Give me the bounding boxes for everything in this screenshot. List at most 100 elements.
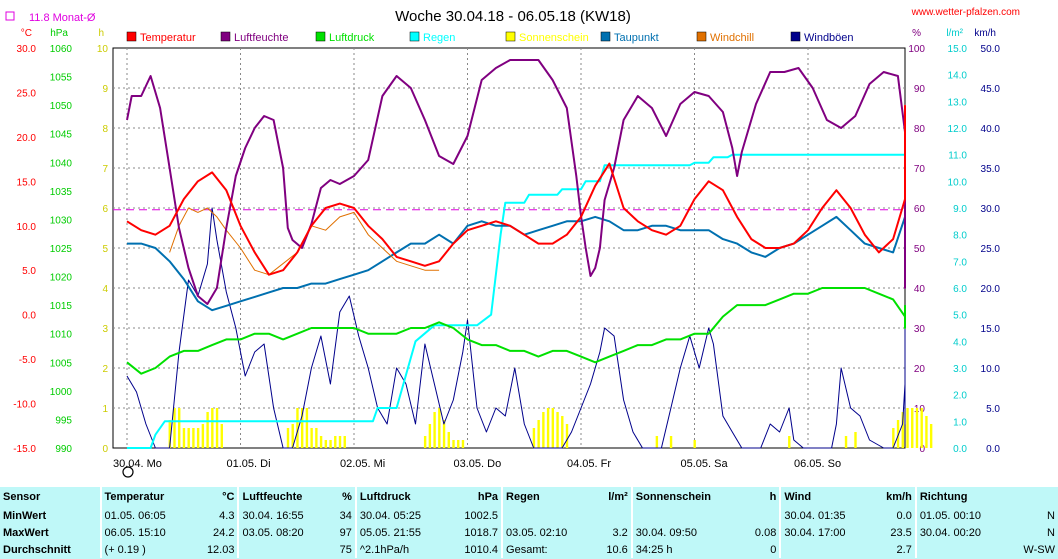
sunshine-tick-label: 2 — [102, 364, 108, 375]
stats-cell-value: 0.08 — [754, 526, 777, 539]
temperature-tick-label: 5.0 — [22, 266, 36, 277]
rain-unit-label: l/m² — [946, 28, 963, 39]
rain-tick-label: 14.0 — [948, 71, 968, 82]
stats-cell-value: 10.6 — [606, 543, 628, 556]
sunshine-bar — [187, 428, 190, 448]
series-line-windböen — [126, 207, 906, 449]
stats-cell-value: N — [1047, 509, 1055, 522]
stats-column-header: Wind — [779, 487, 872, 507]
axis-ticks: 30.025.020.015.010.05.00.0-5.0-10.0-15.0… — [13, 44, 1000, 455]
stats-cell-time — [779, 541, 872, 558]
pressure-tick-label: 995 — [55, 415, 72, 426]
wind-tick-label: 25.0 — [981, 244, 1001, 255]
sunshine-tick-label: 10 — [97, 44, 109, 55]
stats-row-min: MinWert 01.05. 06:05 4.3 30.04. 16:55 34 30.0… — [0, 507, 1058, 524]
stats-column-header: Richtung — [914, 487, 1008, 507]
sunshine-bar — [915, 408, 919, 448]
stats-cell-value: 1002.5 — [464, 509, 499, 522]
stats-row-max: MaxWert 06.05. 15:10 24.2 03.05. 08:20 97 05.… — [0, 524, 1058, 541]
sunshine-tick-label: 1 — [102, 404, 108, 415]
humidity-tick-label: 50 — [914, 244, 926, 255]
stats-cell-time — [914, 541, 1008, 558]
legend-swatch — [696, 31, 707, 42]
stats-column-unit: km/h — [886, 491, 912, 503]
humidity-tick-label: 60 — [914, 204, 926, 215]
stats-column-unit — [1007, 487, 1058, 507]
sunshine-bar — [291, 424, 294, 448]
humidity-unit-label: % — [912, 28, 921, 39]
stats-cell-time: 06.05. 15:10 — [99, 524, 193, 541]
rain-tick-label: 2.0 — [953, 391, 967, 402]
rain-tick-label: 11.0 — [948, 151, 967, 162]
stats-cell-value — [594, 507, 632, 524]
stats-cell-value: 23.5 — [890, 526, 912, 539]
legend-swatch — [505, 31, 516, 42]
legend-swatch — [126, 31, 137, 42]
stats-row-label: MaxWert — [3, 526, 49, 539]
rain-tick-label: 10.0 — [948, 177, 968, 188]
website-link[interactable]: www.wetter-pfalzen.com — [911, 7, 1020, 18]
sunshine-bar — [556, 412, 559, 448]
sunshine-unit-label: h — [98, 28, 104, 39]
sunshine-tick-label: 3 — [102, 324, 108, 335]
time-marker-circle — [122, 466, 134, 478]
stats-row-average: Durchschnitt (+ 0.19 ) 12.03 75 ^2.1hPa/h 101… — [0, 541, 1058, 558]
legend-label: Luftdruck — [329, 32, 375, 44]
humidity-tick-label: 80 — [914, 124, 926, 135]
legend-swatch — [409, 31, 420, 42]
sunshine-bar — [211, 408, 214, 448]
sunshine-bar — [906, 408, 909, 448]
sunshine-bar — [901, 412, 904, 448]
sunshine-bar — [173, 408, 176, 448]
sunshine-bar — [920, 408, 923, 448]
temperature-tick-label: 0.0 — [22, 311, 36, 322]
sunshine-bar — [693, 440, 696, 448]
stats-cell-time: 30.04. 00:20 — [914, 524, 1008, 541]
pressure-tick-label: 1045 — [50, 130, 73, 141]
sunshine-bar — [457, 440, 460, 448]
rain-tick-label: 0.0 — [953, 444, 967, 455]
sunshine-bar — [565, 424, 569, 448]
stats-cell-value: 2.7 — [896, 543, 912, 556]
sunshine-bar — [423, 436, 427, 448]
monthly-avg-label: 11.8 Monat-Ø — [29, 12, 96, 24]
sunshine-bar — [192, 428, 195, 448]
wind-tick-label: 20.0 — [981, 284, 1001, 295]
wind-tick-label: 30.0 — [981, 204, 1001, 215]
stats-column-unit: °C — [222, 491, 235, 503]
sunshine-bar — [854, 432, 857, 448]
legend-label: Luftfeuchte — [234, 32, 288, 44]
wind-unit-label: km/h — [974, 28, 996, 39]
temperature-tick-label: 15.0 — [17, 177, 37, 188]
x-day-label: 06.05. So — [794, 458, 841, 470]
stats-cell-value: 1010.4 — [464, 543, 499, 556]
legend-swatch — [220, 31, 231, 42]
sunshine-bar — [844, 436, 848, 448]
stats-cell-value — [742, 507, 780, 524]
sunshine-bar — [196, 428, 200, 448]
sunshine-bar — [168, 420, 171, 448]
rain-tick-label: 6.0 — [953, 284, 967, 295]
chart-series — [113, 59, 933, 449]
stats-column-unit: hPa — [477, 491, 499, 503]
sunshine-bar — [343, 436, 346, 448]
rain-tick-label: 4.0 — [953, 337, 967, 348]
legend-label: Windböen — [804, 32, 854, 44]
rain-tick-label: 9.0 — [953, 204, 967, 215]
sunshine-tick-label: 0 — [102, 444, 108, 455]
wind-tick-label: 35.0 — [981, 164, 1001, 175]
stats-column-header: Sonnenschein — [630, 487, 743, 507]
pressure-tick-label: 1020 — [50, 273, 73, 284]
sunshine-bar — [329, 440, 332, 448]
wind-tick-label: 15.0 — [981, 324, 1001, 335]
sunshine-tick-label: 9 — [102, 84, 108, 95]
pressure-tick-label: 1040 — [50, 158, 73, 169]
stats-column-unit: h — [769, 491, 777, 503]
x-day-label: 05.05. Sa — [681, 458, 729, 470]
temperature-tick-label: 20.0 — [17, 133, 37, 144]
temperature-tick-label: -10.0 — [13, 400, 36, 411]
stats-cell-value: 34 — [339, 509, 352, 522]
stats-cell-time: 01.05. 06:05 — [99, 507, 193, 524]
stats-cell-value: 97 — [339, 526, 352, 539]
pressure-tick-label: 1030 — [50, 215, 73, 226]
